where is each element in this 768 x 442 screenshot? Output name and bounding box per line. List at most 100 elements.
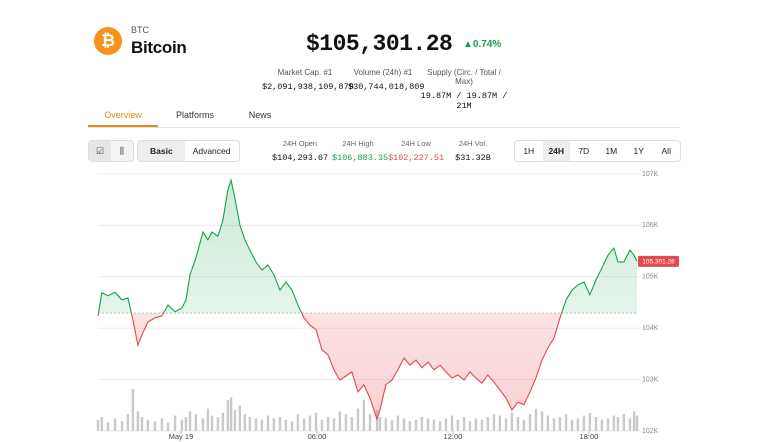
volume-bar xyxy=(344,414,348,431)
volume-bar xyxy=(378,417,382,431)
volume-bar xyxy=(184,417,188,431)
volume-bar xyxy=(540,411,544,431)
volume-bar xyxy=(414,419,418,431)
day-stat: 24H Open $104,293.67 xyxy=(272,139,328,163)
volume-bar xyxy=(314,412,318,431)
day-stat-label: 24H Vol. xyxy=(458,139,488,148)
volume-bar xyxy=(504,418,508,431)
volume-bar xyxy=(146,419,150,431)
volume-bar xyxy=(582,415,586,431)
volume-bar xyxy=(516,417,520,431)
volume-bar xyxy=(248,417,252,431)
price-line xyxy=(97,178,638,314)
volume-bar xyxy=(233,410,237,431)
range-button[interactable]: 1Y xyxy=(633,146,644,156)
tab[interactable]: Platforms xyxy=(175,110,214,120)
volume-bar xyxy=(96,419,100,431)
price: $105,301.28 xyxy=(306,31,453,57)
stat-value: $30,744,018,809 xyxy=(348,82,425,92)
candle-chart-button[interactable]: ⫼ xyxy=(119,146,125,156)
volume-bar xyxy=(326,417,330,431)
volume-bar xyxy=(210,415,214,431)
volume-bar xyxy=(368,414,372,431)
stat: Volume (24h) #1 $30,744,018,809 xyxy=(348,68,425,111)
volume-bar xyxy=(216,417,220,431)
tab[interactable]: Overview xyxy=(88,104,158,127)
day-stat: 24H High $106,883.35 xyxy=(332,139,389,163)
range-button[interactable]: 7D xyxy=(578,146,590,156)
mode-button[interactable]: Basic xyxy=(138,141,185,161)
y-tick-label: 104K xyxy=(642,325,659,332)
day-stat-value: $104,293.67 xyxy=(272,153,329,163)
y-tick-label: 106K xyxy=(642,222,659,229)
volume-bar xyxy=(492,414,496,431)
volume-bar xyxy=(350,417,354,431)
market-stats: Market Cap. #1 $2,091,938,109,879 Volume … xyxy=(262,68,510,111)
volume-bar xyxy=(229,397,233,431)
volume-bar xyxy=(570,419,574,431)
volume-bar xyxy=(576,418,580,431)
volume-bar xyxy=(201,418,205,431)
volume-bar xyxy=(396,415,400,431)
range-button[interactable]: 1H xyxy=(523,146,535,156)
y-tick-label: 107K xyxy=(642,171,659,178)
range-button[interactable]: 1M xyxy=(605,146,618,156)
change-value: 0.74% xyxy=(472,39,502,50)
volume-bar xyxy=(552,418,556,431)
volume-bar xyxy=(486,417,490,431)
volume-bar xyxy=(113,418,117,431)
volume-bar xyxy=(320,419,324,431)
volume-bar xyxy=(126,414,130,431)
volume-bar xyxy=(528,414,532,431)
y-tick-label: 102K xyxy=(642,428,659,435)
volume-bar xyxy=(278,417,282,431)
range-button[interactable]: 24H xyxy=(542,141,570,161)
volume-bar xyxy=(474,418,478,431)
day-stat-label: 24H High xyxy=(342,139,374,148)
y-tick-label: 105K xyxy=(642,274,659,281)
y-tick-label: 103K xyxy=(642,376,659,383)
volume-bar xyxy=(444,418,448,431)
coin-symbol: BTC xyxy=(131,25,149,35)
coin-name: Bitcoin xyxy=(131,38,187,57)
volume-bar xyxy=(238,405,242,431)
volume-bar xyxy=(206,408,210,431)
day-stat: 24H Vol. $31.32B xyxy=(448,139,498,163)
volume-bar xyxy=(290,421,294,431)
price-line-below xyxy=(97,313,563,421)
tab[interactable]: News xyxy=(248,110,272,120)
range-button[interactable]: All xyxy=(661,146,671,156)
price-change: ▲0.74% xyxy=(463,39,501,50)
volume-bar xyxy=(272,418,276,431)
volume-bar xyxy=(332,418,336,431)
stat: Supply (Circ. / Total / Max) 19.87M / 19.… xyxy=(418,68,510,111)
x-tick-label: May 19 xyxy=(169,432,194,441)
area-below xyxy=(98,313,562,420)
volume-bar xyxy=(588,412,592,431)
volume-bar xyxy=(106,422,110,431)
volume-bar xyxy=(480,419,484,431)
line-chart-button[interactable]: ☑ xyxy=(89,141,111,161)
volume-bar xyxy=(510,412,514,431)
volume-bar xyxy=(296,414,300,431)
volume-bar xyxy=(632,411,636,431)
volume-bar xyxy=(194,414,198,431)
view-mode: Basic Advanced xyxy=(137,140,240,162)
stat-label: Market Cap. #1 xyxy=(277,68,333,77)
price-badge-label: 105,301.28 xyxy=(642,259,675,266)
volume-bar xyxy=(266,415,270,431)
volume-bar xyxy=(498,415,502,431)
day-stat-value: $106,883.35 xyxy=(332,153,389,163)
volume-bar xyxy=(308,415,312,431)
stat-label: Supply (Circ. / Total / Max) xyxy=(427,68,501,86)
volume-bar xyxy=(558,417,562,431)
volume-bar xyxy=(616,417,620,431)
mode-button[interactable]: Advanced xyxy=(192,146,231,156)
volume-bar xyxy=(120,421,124,431)
volume-bar xyxy=(100,417,104,431)
volume-bar xyxy=(166,422,170,431)
stat: Market Cap. #1 $2,091,938,109,879 xyxy=(262,68,354,111)
volume-bar xyxy=(180,419,184,431)
day-stat: 24H Low $102,227.51 xyxy=(388,139,444,163)
volume-bar xyxy=(284,419,288,431)
